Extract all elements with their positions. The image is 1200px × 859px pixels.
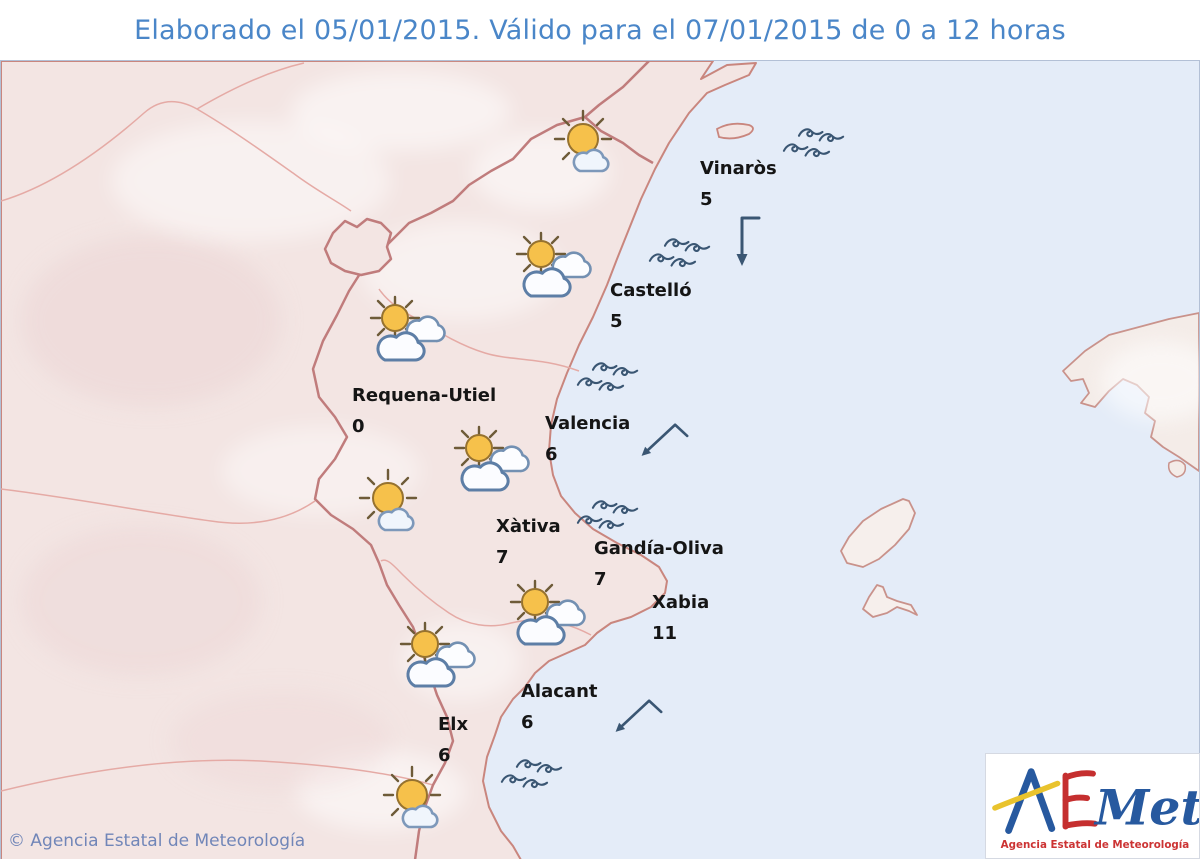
station-label: Xàtiva 7 [496, 517, 561, 568]
island-formentera [862, 584, 918, 618]
temperature-value: 0 [352, 416, 365, 437]
sun-clouds-icon [398, 620, 482, 704]
logo-yellow-swoosh [992, 780, 1061, 811]
copyright-text: © Agencia Estatal de Meteorología [8, 831, 306, 851]
sun-clouds-icon [514, 230, 598, 314]
sea-waves-icon [648, 236, 712, 284]
station-label: Requena-Utiel 0 [352, 386, 496, 437]
temperature-value: 5 [610, 311, 623, 332]
temperature-value: 7 [594, 569, 607, 590]
wind-arrow-s-icon [735, 214, 761, 274]
logo-letter-a-stroke [1005, 768, 1056, 834]
aemet-logo-art: Met Agencia Estatal de Meteorología [992, 768, 1200, 851]
station-label: Alacant 6 [521, 682, 597, 733]
logo-letter-e-stroke [1062, 770, 1098, 830]
island-cabrera [1167, 459, 1187, 478]
sun-small-cloud-icon [380, 765, 452, 845]
city-name: Alacant [521, 681, 598, 702]
temperature-value: 5 [700, 189, 713, 210]
temperature-value: 6 [521, 712, 534, 733]
sun-clouds-icon [508, 578, 592, 662]
city-name: Elx [438, 714, 469, 735]
sea-waves-icon [782, 126, 846, 174]
sea-waves-icon [500, 757, 564, 805]
city-name: Valencia [545, 413, 631, 434]
city-name: Xàtiva [496, 516, 561, 537]
sun-small-cloud-icon [551, 109, 623, 189]
coastal-islet [715, 122, 754, 140]
aemet-logo: Met Agencia Estatal de Meteorología [985, 753, 1200, 859]
city-name: Vinaròs [700, 158, 777, 179]
city-name: Castelló [610, 280, 692, 301]
city-name: Gandía-Oliva [594, 538, 724, 559]
wind-arrow-sw-icon [610, 696, 664, 743]
city-name: Xabia [652, 592, 710, 613]
station-label: Xabia 11 [652, 593, 709, 644]
station-label: Vinaròs 5 [700, 159, 777, 210]
logo-subtitle: Agencia Estatal de Meteorología [1001, 839, 1190, 851]
island-ibiza [840, 498, 916, 568]
temperature-value: 6 [438, 745, 451, 766]
sun-small-cloud-icon [356, 468, 428, 548]
temperature-value: 6 [545, 444, 558, 465]
station-label: Castelló 5 [610, 281, 692, 332]
ademuz-exclave [323, 217, 393, 277]
station-label: Elx 6 [438, 715, 468, 766]
station-label: Valencia 6 [545, 414, 630, 465]
sun-clouds-icon [368, 294, 452, 378]
page-title: Elaborado el 05/01/2015. Válido para el … [0, 0, 1200, 60]
wind-arrow-sw-icon [636, 420, 690, 467]
logo-met-text: Met [1093, 779, 1199, 837]
sea-waves-icon [576, 360, 640, 408]
city-name: Requena-Utiel [352, 385, 497, 406]
temperature-value: 7 [496, 547, 509, 568]
station-label: Gandía-Oliva 7 [594, 539, 724, 590]
temperature-value: 11 [652, 623, 678, 644]
